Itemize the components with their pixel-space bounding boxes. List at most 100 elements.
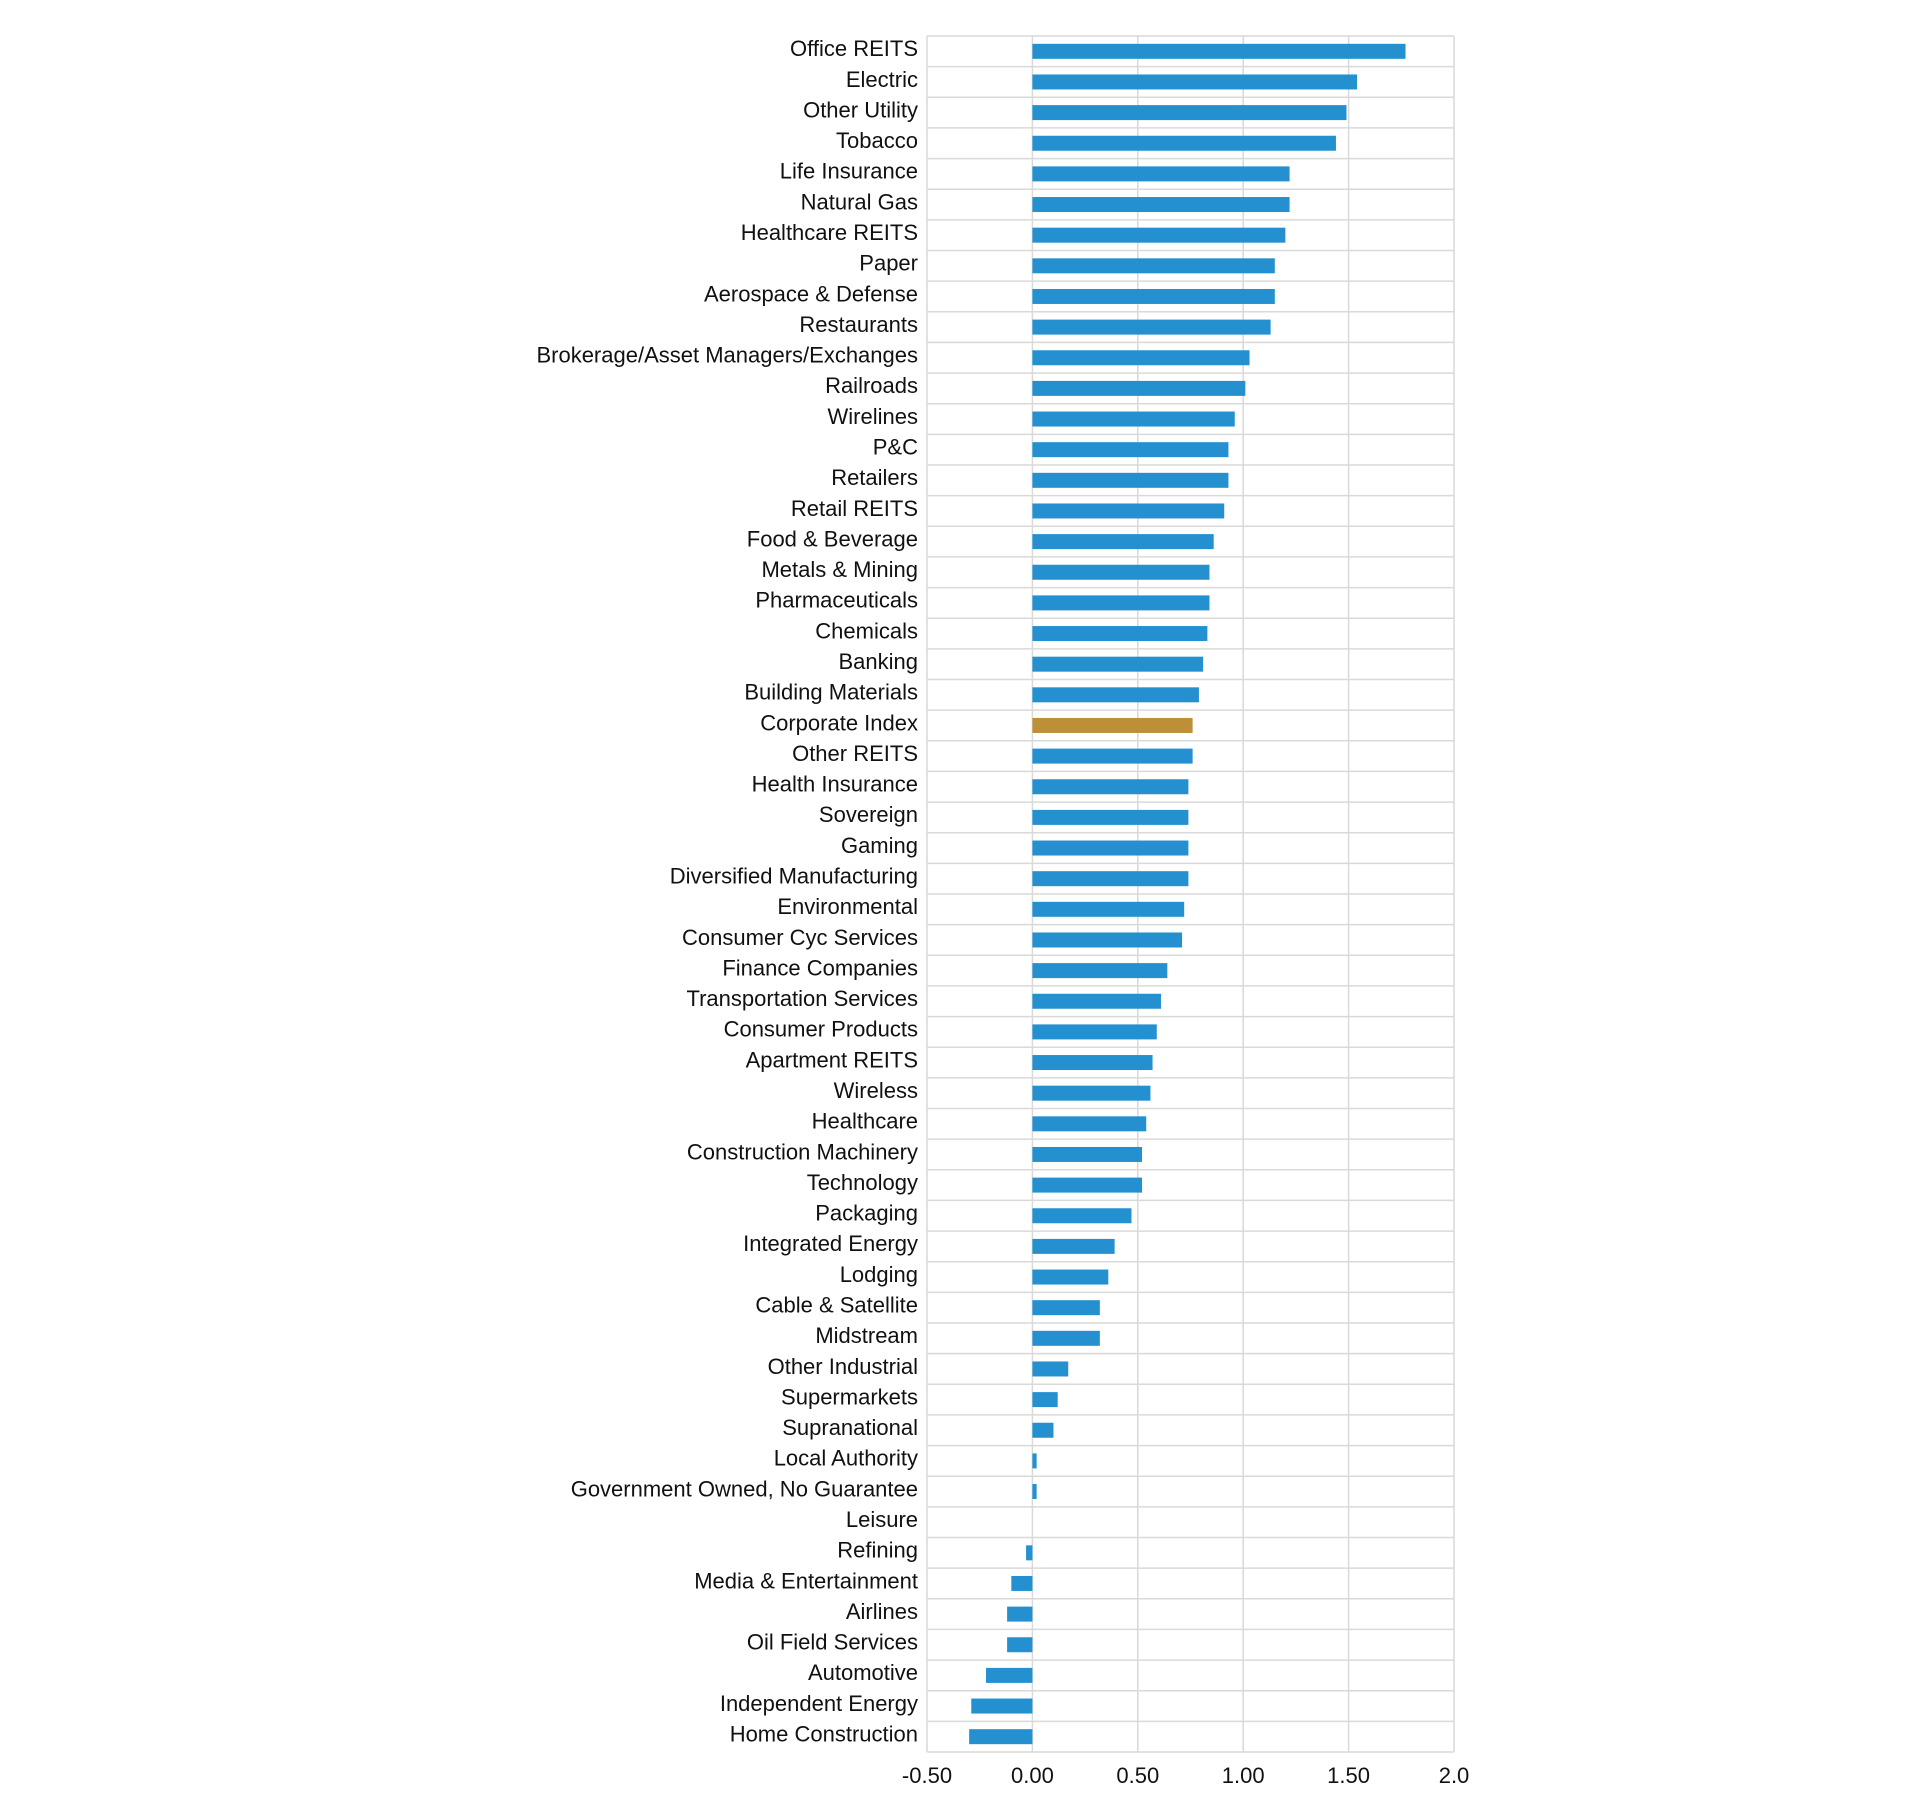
category-label: Railroads xyxy=(825,373,918,398)
category-label: Aerospace & Defense xyxy=(704,281,918,306)
category-label: Electric xyxy=(846,67,918,92)
bar xyxy=(1032,932,1183,948)
category-label: Wireless xyxy=(834,1078,918,1103)
category-label: Life Insurance xyxy=(780,159,918,184)
category-label: Gaming xyxy=(841,833,918,858)
bar xyxy=(1032,1453,1037,1469)
x-axis-ticks: -0.50 0.00 0.50 1.00 1.50 2.0 xyxy=(902,1763,1469,1788)
category-label: Automotive xyxy=(808,1660,918,1685)
bar xyxy=(1026,1545,1033,1561)
x-tick-label: 1.00 xyxy=(1222,1763,1265,1788)
category-label: Media & Entertainment xyxy=(694,1568,918,1593)
bar xyxy=(1032,993,1161,1009)
category-label: P&C xyxy=(873,434,918,459)
category-label: Office REITS xyxy=(790,36,918,61)
category-label: Leisure xyxy=(846,1507,918,1532)
bar xyxy=(1032,534,1214,550)
bar xyxy=(1032,166,1290,182)
category-label: Home Construction xyxy=(730,1721,918,1746)
category-label: Brokerage/Asset Managers/Exchanges xyxy=(536,343,918,368)
x-tick-label: 2.0 xyxy=(1439,1763,1470,1788)
category-label: Wirelines xyxy=(828,404,918,429)
category-label: Other Utility xyxy=(803,97,918,122)
category-label: Health Insurance xyxy=(752,772,918,797)
bar xyxy=(1032,1208,1132,1224)
bar xyxy=(986,1667,1033,1683)
bar xyxy=(1032,1484,1037,1500)
category-label: Midstream xyxy=(815,1323,918,1348)
bar xyxy=(1032,809,1189,825)
bar xyxy=(1032,963,1168,979)
bar xyxy=(1032,687,1199,703)
bar xyxy=(1032,1085,1151,1101)
category-label: Diversified Manufacturing xyxy=(670,863,918,888)
bar xyxy=(1032,472,1229,488)
bar xyxy=(1032,503,1225,519)
x-tick-label: 0.00 xyxy=(1011,1763,1054,1788)
bar xyxy=(1032,901,1185,917)
category-label: Local Authority xyxy=(774,1446,918,1471)
bar xyxy=(1032,197,1290,213)
bar xyxy=(971,1698,1033,1714)
category-label: Oil Field Services xyxy=(747,1630,918,1655)
bar xyxy=(1032,1146,1143,1162)
bar-layer xyxy=(969,43,1406,1745)
bar xyxy=(1032,1116,1147,1132)
category-label: Sovereign xyxy=(819,802,918,827)
category-label: Consumer Products xyxy=(724,1017,918,1042)
bar xyxy=(1032,411,1235,427)
category-labels: Office REITS Electric Other Utility Tobacco… xyxy=(536,36,918,1746)
category-label: Airlines xyxy=(846,1599,918,1624)
bar xyxy=(1032,135,1336,151)
category-label: Lodging xyxy=(840,1262,918,1287)
bar xyxy=(1032,779,1189,795)
bar xyxy=(1032,258,1275,274)
bar xyxy=(1032,748,1193,764)
category-label: Cable & Satellite xyxy=(755,1292,918,1317)
category-label: Tobacco xyxy=(836,128,918,153)
category-label: Other REITS xyxy=(792,741,918,766)
category-label: Healthcare REITS xyxy=(741,220,918,245)
category-label: Pharmaceuticals xyxy=(755,588,918,613)
bar xyxy=(1032,1330,1100,1346)
bar xyxy=(1011,1575,1033,1591)
bar xyxy=(1032,74,1358,90)
category-label: Government Owned, No Guarantee xyxy=(571,1476,918,1501)
category-label: Corporate Index xyxy=(760,710,918,735)
bar xyxy=(1032,1177,1143,1193)
category-label: Retail REITS xyxy=(791,496,918,521)
category-label: Supermarkets xyxy=(781,1384,918,1409)
bar xyxy=(1032,1055,1153,1071)
category-label: Apartment REITS xyxy=(746,1047,918,1072)
category-label: Banking xyxy=(838,649,918,674)
category-label: Healthcare xyxy=(812,1109,918,1134)
bar xyxy=(1032,1300,1100,1316)
category-label: Refining xyxy=(837,1538,918,1563)
category-label: Restaurants xyxy=(799,312,918,337)
x-tick-label: 1.50 xyxy=(1327,1763,1370,1788)
bar xyxy=(1032,717,1193,733)
bar xyxy=(1032,319,1271,335)
x-tick-label: -0.50 xyxy=(902,1763,952,1788)
bar xyxy=(1032,442,1229,458)
bar xyxy=(1032,840,1189,856)
category-label: Environmental xyxy=(777,894,918,919)
category-label: Transportation Services xyxy=(686,986,918,1011)
category-label: Retailers xyxy=(831,465,918,490)
bar xyxy=(1032,1422,1054,1438)
bar xyxy=(1032,43,1406,59)
category-label: Building Materials xyxy=(744,680,918,705)
bar xyxy=(1032,227,1286,243)
bar xyxy=(969,1729,1033,1745)
category-label: Technology xyxy=(807,1170,918,1195)
category-label: Consumer Cyc Services xyxy=(682,925,918,950)
category-label: Construction Machinery xyxy=(687,1139,918,1164)
bar xyxy=(1032,564,1210,580)
category-label: Supranational xyxy=(782,1415,918,1440)
category-label: Independent Energy xyxy=(720,1691,918,1716)
category-label: Metals & Mining xyxy=(761,557,918,582)
bar xyxy=(1007,1606,1033,1622)
bar xyxy=(1032,1392,1058,1408)
